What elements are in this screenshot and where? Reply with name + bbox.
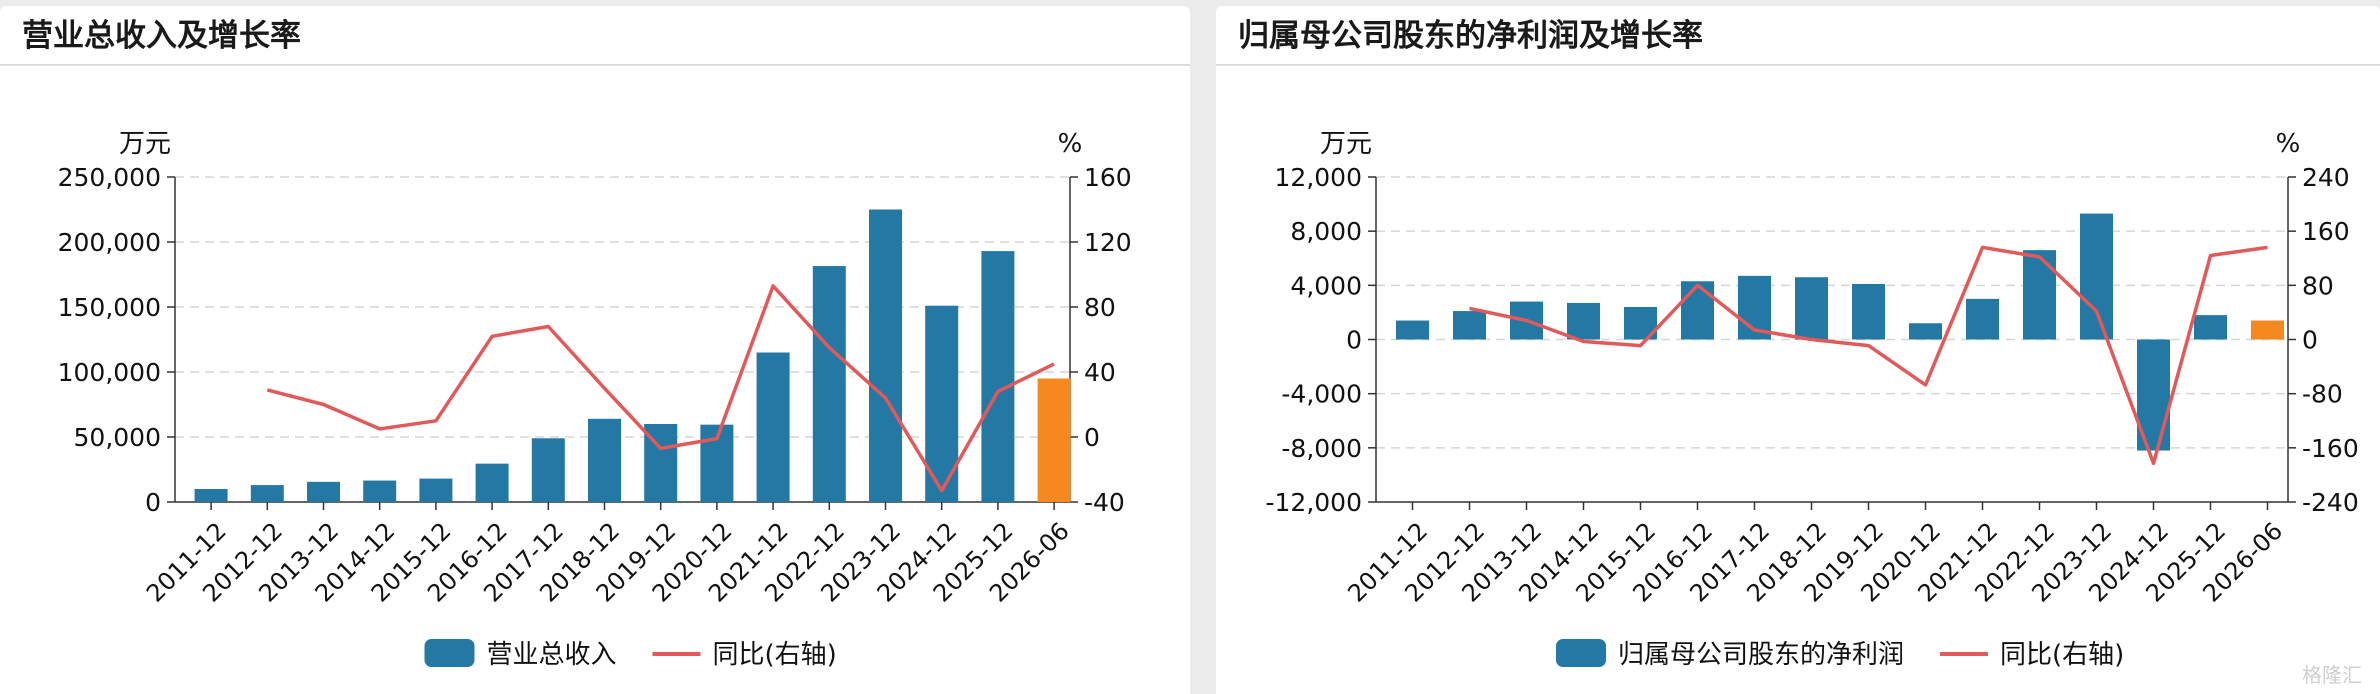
bar bbox=[2023, 250, 2056, 340]
bar bbox=[981, 251, 1015, 502]
bar bbox=[1453, 311, 1486, 340]
left-axis-tick-label: 12,000 bbox=[1275, 163, 1362, 192]
panel-header: 营业总收入及增长率 bbox=[0, 6, 1190, 66]
left-axis-tick-label: 0 bbox=[145, 488, 161, 517]
bar bbox=[2194, 315, 2227, 340]
right-axis-tick-label: 160 bbox=[2302, 217, 2350, 246]
bar-forecast bbox=[1037, 378, 1071, 502]
right-axis-tick-label: -160 bbox=[2302, 434, 2359, 463]
left-axis-tick-label: 50,000 bbox=[74, 423, 161, 452]
bar bbox=[869, 209, 902, 502]
bar bbox=[1795, 277, 1828, 340]
right-axis-tick-label: 240 bbox=[2302, 163, 2350, 192]
right-axis-tick-label: 120 bbox=[1084, 228, 1132, 257]
legend-label: 同比(右轴) bbox=[713, 640, 837, 670]
right-axis-tick-label: 40 bbox=[1084, 358, 1116, 387]
right-axis-tick-label: 0 bbox=[2302, 326, 2318, 355]
panel-header: 归属母公司股东的净利润及增长率 bbox=[1216, 6, 2380, 66]
bar bbox=[1852, 283, 1885, 340]
bar bbox=[531, 438, 565, 502]
left-axis-tick-label: 250,000 bbox=[58, 163, 161, 192]
left-axis-tick-label: -4,000 bbox=[1281, 380, 1362, 409]
bar bbox=[250, 485, 284, 502]
legend-bar-swatch bbox=[424, 639, 475, 667]
right-axis-tick-label: -240 bbox=[2302, 488, 2359, 517]
right-axis-tick-label: 80 bbox=[1084, 293, 1116, 322]
growth-rate-line bbox=[266, 284, 1055, 493]
left-axis-tick-label: 200,000 bbox=[58, 228, 161, 257]
bar bbox=[194, 489, 228, 502]
bar bbox=[475, 463, 509, 502]
right-axis-tick-label: -80 bbox=[2302, 380, 2343, 409]
bar bbox=[307, 481, 340, 502]
left-axis-unit: 万元 bbox=[1320, 129, 1372, 159]
right-axis-tick-label: 80 bbox=[2302, 271, 2334, 300]
left-axis-tick-label: 100,000 bbox=[58, 358, 161, 387]
growth-rate-line bbox=[1469, 245, 2268, 466]
bar bbox=[1966, 298, 1999, 340]
bar bbox=[1681, 281, 1714, 340]
left-axis-tick-label: 150,000 bbox=[58, 293, 161, 322]
chart-title: 归属母公司股东的净利润及增长率 bbox=[1238, 18, 1703, 54]
right-axis-tick-label: 160 bbox=[1084, 163, 1132, 192]
bar bbox=[812, 266, 846, 502]
bar bbox=[363, 480, 397, 502]
revenue-panel: 营业总收入及增长率 0 50,000 100,000 150,000 200,000 25… bbox=[0, 6, 1190, 694]
right-axis-unit: % bbox=[2276, 129, 2301, 159]
watermark: 格隆汇 bbox=[2302, 663, 2362, 687]
bar bbox=[588, 418, 621, 502]
legend-label: 同比(右轴) bbox=[2000, 640, 2124, 670]
bar-forecast bbox=[2251, 320, 2284, 340]
chart-title: 营业总收入及增长率 bbox=[22, 18, 301, 54]
right-axis-unit: % bbox=[1058, 129, 1083, 159]
left-axis-tick-label: -8,000 bbox=[1281, 434, 1362, 463]
left-axis-tick-label: 0 bbox=[1346, 326, 1362, 355]
bar bbox=[1909, 323, 1942, 340]
right-axis-tick-label: 0 bbox=[1084, 423, 1100, 452]
legend-bar-swatch bbox=[1556, 639, 1606, 667]
left-axis-tick-label: 8,000 bbox=[1290, 217, 1362, 246]
left-axis-unit: 万元 bbox=[119, 129, 171, 159]
bar bbox=[419, 478, 453, 502]
left-axis-tick-label: 4,000 bbox=[1290, 271, 1362, 300]
bar bbox=[1567, 302, 1600, 340]
bar bbox=[2080, 213, 2113, 340]
bar bbox=[1396, 320, 1429, 340]
right-axis-tick-label: -40 bbox=[1084, 488, 1125, 517]
legend-label: 营业总收入 bbox=[487, 640, 617, 670]
left-axis-tick-label: -12,000 bbox=[1266, 488, 1363, 517]
net-profit-chart: -12,000 -8,000 -4,000 0 4,000 8,000 12,000 -240… bbox=[1266, 129, 2359, 670]
revenue-chart: 0 50,000 100,000 150,000 200,000 250,000 -40 0 4… bbox=[58, 129, 1132, 670]
legend-label: 归属母公司股东的净利润 bbox=[1618, 640, 1904, 670]
bar bbox=[756, 352, 790, 502]
net-profit-panel: 归属母公司股东的净利润及增长率 -12,000 -8,000 -4,000 0 4,00… bbox=[1216, 6, 2380, 694]
